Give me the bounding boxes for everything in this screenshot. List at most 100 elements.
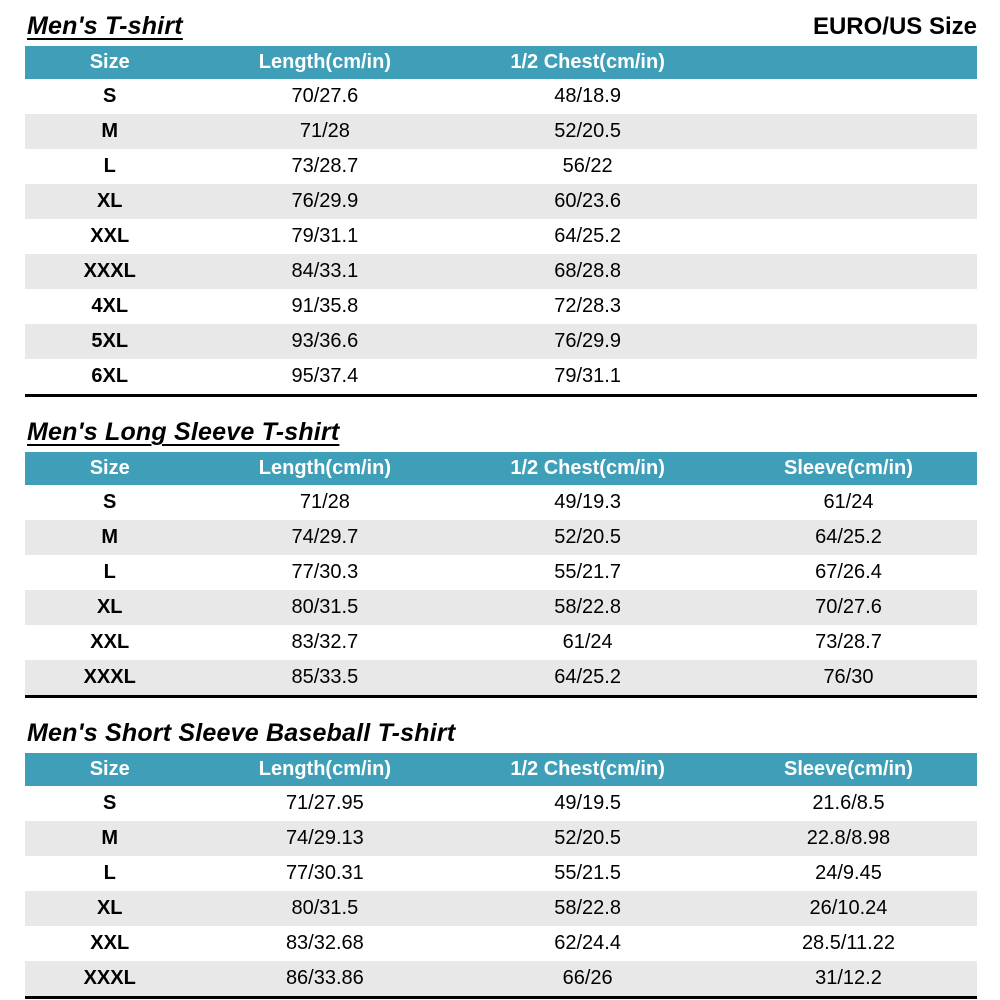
table-row: L 77/30.31 55/21.5 24/9.45: [25, 856, 977, 891]
size-label-cell: 4XL: [91, 295, 129, 317]
table-row: XL 80/31.5 58/22.8 70/27.6: [25, 590, 977, 625]
measurement-cell: 95/37.4: [291, 365, 359, 387]
measurement-cell: 56/22: [562, 155, 613, 177]
measurement-cell: 86/33.86: [285, 967, 364, 989]
section-header-row: Men's T-shirt EURO/US Size: [27, 10, 977, 41]
size-label-cell: XXL: [90, 631, 130, 653]
measurement-cell: 55/21.5: [554, 862, 621, 884]
table-row: M 71/28 52/20.5: [25, 114, 977, 149]
size-label-cell: S: [103, 491, 117, 513]
size-label-cell: M: [101, 827, 119, 849]
table-row: XXXL 84/33.1 68/28.8: [25, 254, 977, 289]
measurement-cell: 68/28.8: [554, 260, 621, 282]
table-row: S 71/28 49/19.3 61/24: [25, 485, 977, 520]
column-header: Length(cm/in): [258, 51, 391, 73]
measurement-cell: 52/20.5: [554, 526, 621, 548]
column-header: Sleeve(cm/in): [783, 758, 913, 780]
table-row: M 74/29.7 52/20.5 64/25.2: [25, 520, 977, 555]
size-label-cell: L: [103, 155, 116, 177]
measurement-cell: [720, 219, 977, 254]
measurement-cell: 77/30.31: [285, 862, 364, 884]
size-label-cell: 5XL: [91, 330, 129, 352]
measurement-cell: 55/21.7: [554, 561, 621, 583]
size-label-cell: XXL: [90, 225, 130, 247]
measurement-cell: 21.6/8.5: [812, 792, 885, 814]
size-column-header: Size: [89, 457, 130, 479]
measurement-cell: 80/31.5: [291, 897, 359, 919]
measurement-cell: 49/19.3: [554, 491, 621, 513]
measurement-cell: 84/33.1: [291, 260, 359, 282]
measurement-cell: 74/29.7: [291, 526, 359, 548]
section-title-mens-short-sleeve-baseball-tshirt: Men's Short Sleeve Baseball T-shirt: [27, 719, 456, 748]
column-header: Sleeve(cm/in): [783, 457, 913, 479]
measurement-cell: [720, 289, 977, 324]
measurement-cell: 80/31.5: [291, 596, 359, 618]
table-header-row: Size Length(cm/in) 1/2 Chest(cm/in) Sleeve(…: [25, 753, 977, 786]
measurement-cell: 73/28.7: [815, 631, 882, 653]
table-row: S 71/27.95 49/19.5 21.6/8.5: [25, 786, 977, 821]
measurement-cell: 60/23.6: [554, 190, 621, 212]
measurement-cell: [720, 184, 977, 219]
section-header-row: Men's Short Sleeve Baseball T-shirt: [27, 717, 977, 748]
measurement-cell: 77/30.3: [291, 561, 359, 583]
measurement-cell: [720, 79, 977, 114]
measurement-cell: 70/27.6: [291, 85, 359, 107]
measurement-cell: [720, 359, 977, 396]
measurement-cell: 71/28: [299, 120, 350, 142]
measurement-cell: 61/24: [562, 631, 613, 653]
table-row: XL 76/29.9 60/23.6: [25, 184, 977, 219]
measurement-cell: 72/28.3: [554, 295, 621, 317]
size-label-cell: XL: [96, 190, 123, 212]
column-header: 1/2 Chest(cm/in): [510, 457, 665, 479]
section-header-row: Men's Long Sleeve T-shirt: [27, 416, 977, 447]
measurement-cell: 67/26.4: [815, 561, 882, 583]
table-row: XL 80/31.5 58/22.8 26/10.24: [25, 891, 977, 926]
size-label-cell: XL: [96, 596, 123, 618]
table-row: M 74/29.13 52/20.5 22.8/8.98: [25, 821, 977, 856]
size-label-cell: S: [103, 792, 117, 814]
table-row: XXL 79/31.1 64/25.2: [25, 219, 977, 254]
table-row: XXXL 86/33.86 66/26 31/12.2: [25, 961, 977, 998]
table-row: 4XL 91/35.8 72/28.3: [25, 289, 977, 324]
measurement-cell: 64/25.2: [554, 225, 621, 247]
size-label-cell: XXXL: [83, 666, 136, 688]
size-table-mens-long-sleeve-tshirt: Size Length(cm/in) 1/2 Chest(cm/in) Sleeve(…: [25, 452, 977, 698]
measurement-cell: [720, 254, 977, 289]
measurement-cell: 83/32.68: [285, 932, 364, 954]
measurement-cell: 22.8/8.98: [806, 827, 891, 849]
size-label-cell: M: [101, 120, 119, 142]
measurement-cell: 74/29.13: [285, 827, 364, 849]
size-column-header: Size: [89, 51, 130, 73]
size-label-cell: L: [103, 561, 116, 583]
table-row: XXL 83/32.68 62/24.4 28.5/11.22: [25, 926, 977, 961]
measurement-cell: 62/24.4: [554, 932, 621, 954]
section-mens-long-sleeve-tshirt: Men's Long Sleeve T-shirt Size Length(cm/…: [25, 416, 977, 698]
size-label-cell: S: [103, 85, 117, 107]
measurement-cell: 26/10.24: [809, 897, 888, 919]
size-standard-label: EURO/US Size: [812, 13, 977, 40]
section-title-mens-tshirt: Men's T-shirt: [27, 12, 183, 41]
table-row: 6XL 95/37.4 79/31.1: [25, 359, 977, 396]
table-row: S 70/27.6 48/18.9: [25, 79, 977, 114]
measurement-cell: 79/31.1: [291, 225, 359, 247]
measurement-cell: [720, 114, 977, 149]
size-label-cell: XL: [96, 897, 123, 919]
measurement-cell: 71/28: [299, 491, 350, 513]
measurement-cell: 83/32.7: [291, 631, 359, 653]
measurement-cell: 28.5/11.22: [801, 932, 895, 954]
size-label-cell: M: [101, 526, 119, 548]
section-title-mens-long-sleeve-tshirt: Men's Long Sleeve T-shirt: [27, 418, 340, 447]
measurement-cell: 31/12.2: [815, 967, 882, 989]
measurement-cell: 93/36.6: [291, 330, 359, 352]
section-mens-tshirt: Men's T-shirt EURO/US Size Size Length(cm…: [25, 10, 977, 397]
measurement-cell: 49/19.5: [554, 792, 621, 814]
column-header: [720, 46, 977, 79]
column-header: Length(cm/in): [258, 457, 391, 479]
size-label-cell: XXXL: [83, 260, 136, 282]
measurement-cell: 76/30: [823, 666, 874, 688]
measurement-cell: 64/25.2: [554, 666, 621, 688]
size-label-cell: XXXL: [83, 967, 136, 989]
measurement-cell: 48/18.9: [554, 85, 621, 107]
measurement-cell: [720, 324, 977, 359]
